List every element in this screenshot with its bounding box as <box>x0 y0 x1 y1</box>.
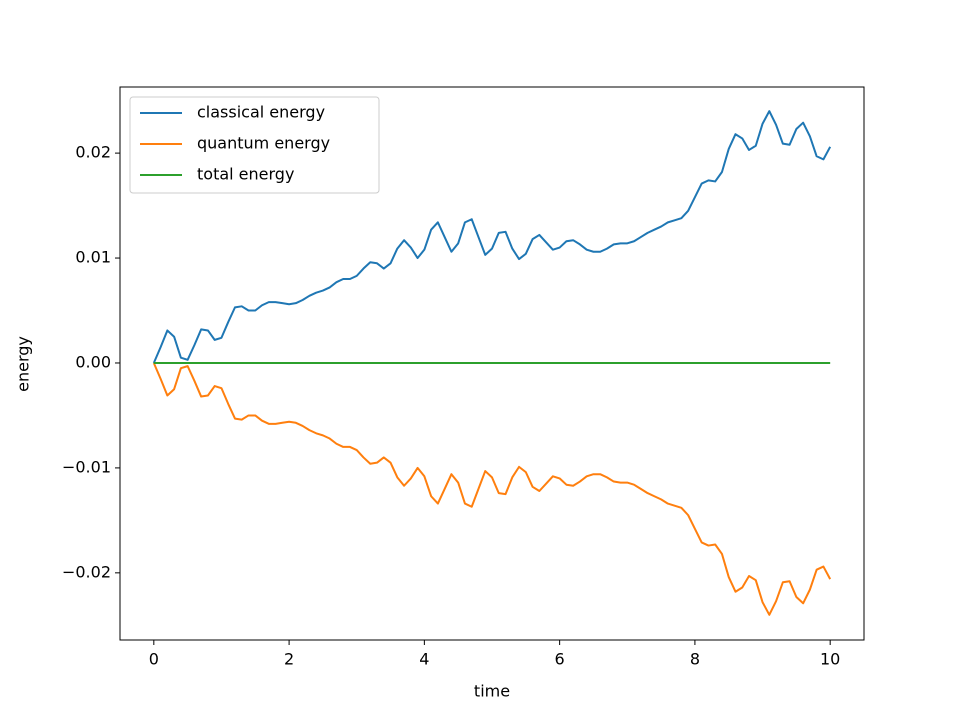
y-tick-label: 0.01 <box>75 248 111 267</box>
series-line <box>152 110 832 364</box>
y-tick-label: −0.02 <box>62 562 111 581</box>
x-tick-label: 0 <box>149 650 159 669</box>
x-tick-label: 6 <box>555 650 565 669</box>
y-tick-label: 0.00 <box>75 352 111 371</box>
legend-label: classical energy <box>197 103 325 122</box>
x-tick-label: 8 <box>690 650 700 669</box>
x-axis-label: time <box>474 682 510 701</box>
series-line <box>152 362 832 616</box>
x-tick-label: 2 <box>284 650 294 669</box>
x-tick-label: 10 <box>820 650 840 669</box>
y-tick-label: −0.01 <box>62 457 111 476</box>
plot-frame <box>119 86 865 641</box>
y-tick-label: 0.02 <box>75 143 111 162</box>
legend-label: total energy <box>197 165 294 184</box>
legend-label: quantum energy <box>197 134 330 153</box>
legend-box <box>129 96 380 194</box>
x-tick-label: 4 <box>419 650 429 669</box>
y-axis-label: energy <box>14 336 33 392</box>
